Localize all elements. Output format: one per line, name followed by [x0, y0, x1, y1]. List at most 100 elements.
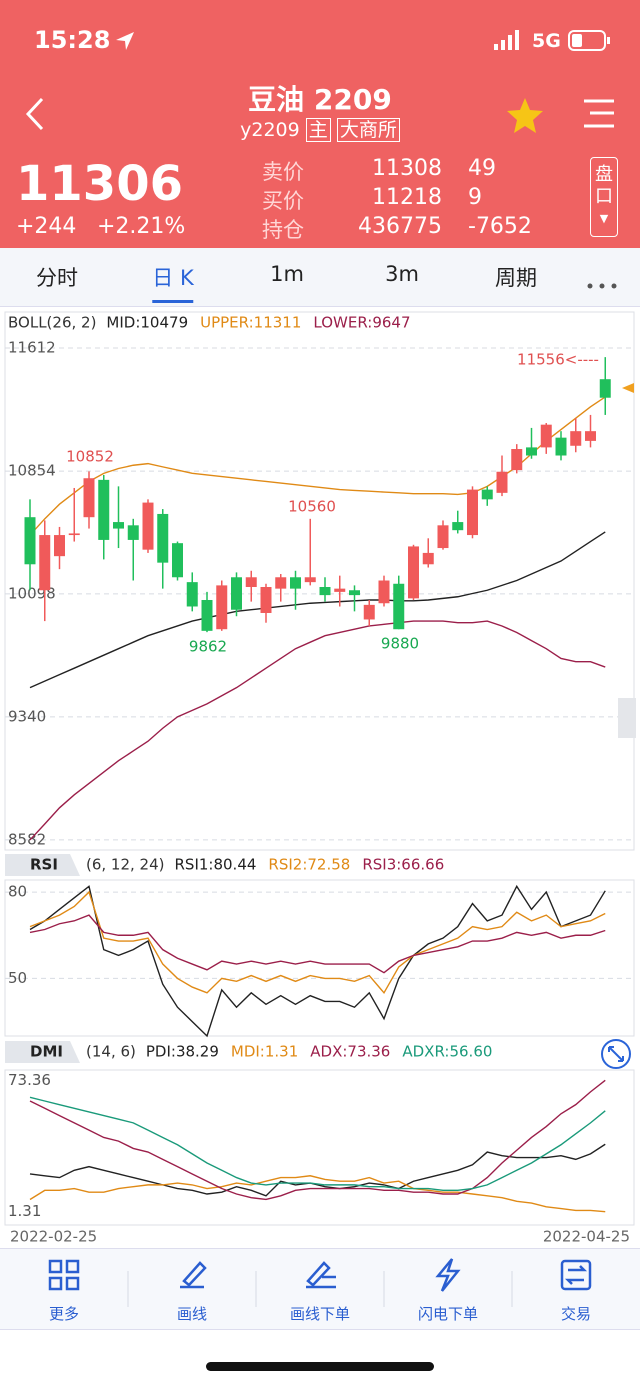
plot-frame [4, 311, 635, 851]
candle-body [83, 478, 95, 518]
candle-body [481, 489, 493, 500]
tool-label[interactable]: 交易 [560, 1305, 592, 1323]
legend-entry: RSI1:80.44 [175, 856, 257, 874]
quote-volume: 9 [468, 185, 482, 210]
tab[interactable]: 3m [385, 262, 419, 286]
candle-body [467, 489, 478, 536]
menu-button[interactable] [580, 98, 616, 130]
tag: 主 [305, 118, 331, 142]
series-line [29, 620, 606, 841]
candle-body [363, 604, 375, 620]
more-tabs[interactable] [581, 274, 625, 289]
signal-icon [494, 30, 519, 50]
legend-entry: ADXR:56.60 [402, 1043, 492, 1061]
candle-body [437, 525, 449, 549]
y-tick-label: 10854 [8, 462, 56, 480]
candle-body [39, 535, 51, 591]
side-tab-label: 盘口 [595, 164, 613, 207]
tab[interactable]: 1m [270, 262, 304, 286]
annotation: 9880 [381, 635, 419, 653]
location-icon [116, 32, 134, 50]
home-indicator [206, 1362, 434, 1371]
candle-body [452, 522, 464, 531]
candle-body [570, 431, 582, 446]
quote-label: 卖价 [262, 160, 304, 184]
date-label: 2022-02-25 [10, 1228, 97, 1246]
series-line [29, 1175, 606, 1213]
plot-frame [4, 879, 635, 1037]
title: 豆油 2209 [248, 83, 392, 116]
candle-body [334, 588, 346, 592]
side-handle [618, 698, 636, 738]
series-line [29, 884, 606, 1038]
series-line [29, 531, 606, 689]
quote-value: 436775 [358, 214, 442, 239]
candle-body [275, 577, 287, 589]
tab[interactable]: 日 K [152, 262, 194, 303]
candle-body [186, 582, 198, 607]
toolbar: 更多 画线 画线下单 闪电下单 交易 [0, 1248, 640, 1330]
quote-volume: -7652 [468, 214, 532, 239]
series-line [29, 890, 606, 995]
subtitle: y2209 主 大商所 [0, 115, 640, 142]
candle-body [599, 379, 611, 398]
date-label: 2022-04-25 [543, 1228, 630, 1246]
annotation: 10560 [288, 498, 336, 516]
quote-volume: 49 [468, 156, 496, 181]
legend-entry: RSI2:72.58 [268, 856, 350, 874]
time: 15:28 [34, 26, 111, 54]
side-tab[interactable]: 盘口 ▼ [590, 157, 618, 237]
candle-body [408, 546, 419, 599]
candle-body [216, 585, 228, 630]
candle-body [54, 535, 65, 557]
candle-body [304, 577, 316, 583]
network: 5G [532, 30, 561, 52]
legend-entry: LOWER:9647 [313, 314, 410, 332]
candle-body [378, 580, 390, 604]
expand-arrows [608, 1046, 624, 1062]
back-button[interactable] [22, 96, 52, 132]
y-tick-label: 11612 [8, 339, 56, 357]
legend-entry: MDI:1.31 [231, 1043, 298, 1061]
candle-body [393, 583, 405, 630]
quote-label: 持仓 [262, 218, 304, 242]
indicator-params: (6, 12, 24) [86, 856, 165, 874]
tab[interactable]: 分时 [36, 266, 78, 290]
candle-body [540, 424, 552, 448]
favorite-star[interactable] [505, 96, 545, 134]
candle-body [172, 543, 183, 578]
candle-body [201, 599, 213, 631]
candle-body [496, 471, 508, 493]
legend-entry: RSI3:66.66 [362, 856, 444, 874]
tool-label[interactable]: 画线下单 [289, 1305, 351, 1323]
indicator-name: BOLL(26, 2) [8, 314, 96, 332]
candle-body [68, 533, 80, 536]
candle-body [231, 577, 242, 610]
quote-value: 11308 [372, 156, 442, 181]
y-tick-label: 9340 [8, 707, 46, 725]
candle-body [526, 447, 537, 456]
annotation: 10852 [66, 448, 114, 466]
candle-body [290, 577, 301, 589]
candle-body [113, 522, 124, 529]
tab[interactable]: 周期 [495, 266, 537, 290]
legend-entry: PDI:38.29 [146, 1043, 219, 1061]
tool-label[interactable]: 更多 [48, 1305, 80, 1323]
indicator-tag [5, 854, 80, 876]
tool-label[interactable]: 闪电下单 [417, 1305, 479, 1323]
tool-label[interactable]: 画线 [176, 1305, 208, 1323]
indicator-tag [5, 1041, 80, 1063]
candle-body [349, 590, 360, 596]
candle-body [319, 587, 331, 596]
code: y2209 [240, 119, 300, 141]
candle-body [555, 437, 567, 456]
expand-button [601, 1039, 631, 1069]
y-tick-label: 73.36 [8, 1071, 51, 1089]
y-tick-label: 8582 [8, 830, 46, 848]
y-tick-label: 1.31 [8, 1202, 41, 1220]
candle-body [98, 479, 110, 540]
candle-body [585, 431, 596, 441]
quote-label: 买价 [262, 189, 304, 213]
candle-body [260, 587, 272, 613]
